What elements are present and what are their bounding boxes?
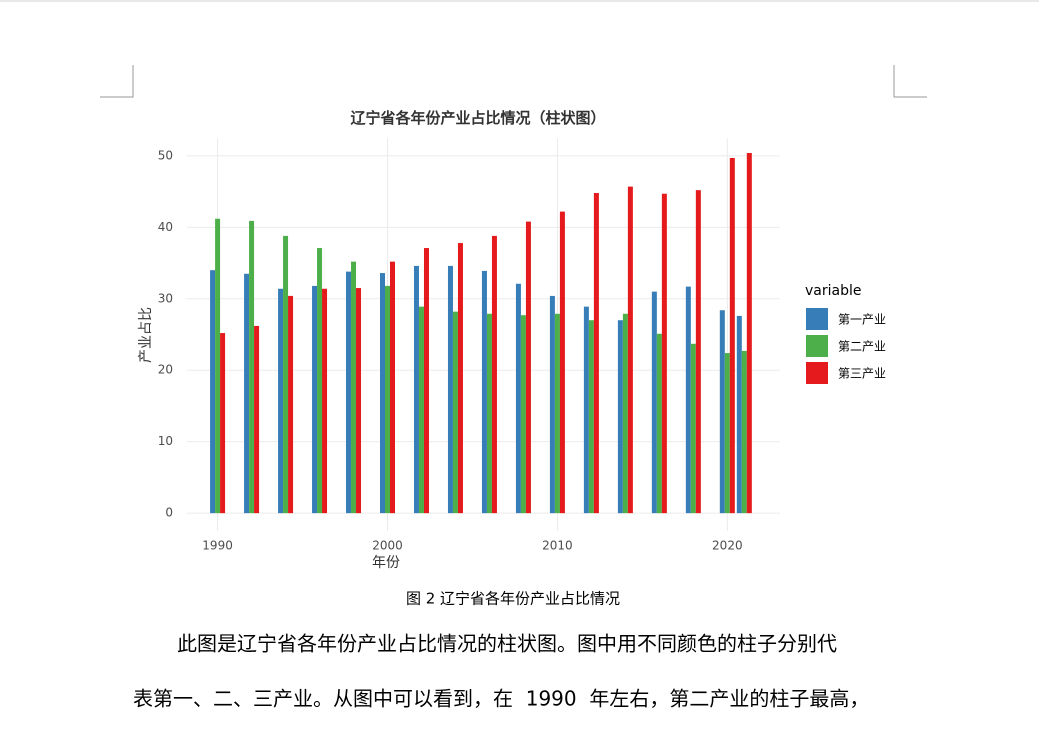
bar [379, 273, 385, 514]
bar [515, 283, 521, 514]
bar [719, 310, 725, 514]
bar [661, 193, 667, 514]
bar [481, 270, 487, 514]
bar [520, 315, 526, 514]
bar [622, 313, 628, 514]
bar [491, 235, 497, 514]
bar [583, 306, 589, 514]
bar [210, 270, 216, 514]
bar [312, 285, 318, 514]
figure-caption: 图 2 辽宁省各年份产业占比情况 [406, 590, 620, 608]
bar [617, 320, 623, 514]
bar [690, 343, 696, 514]
bar [695, 190, 701, 514]
margin-corner [893, 65, 927, 98]
legend-label: 第三产业 [838, 367, 886, 381]
bar [724, 353, 730, 514]
bar [741, 350, 747, 514]
bar [656, 333, 662, 514]
bar [322, 288, 328, 514]
bar [685, 286, 691, 514]
bar [317, 248, 323, 514]
bar [413, 265, 419, 514]
bar [346, 271, 352, 514]
legend-label: 第一产业 [838, 313, 886, 327]
bar [447, 265, 453, 514]
paragraph-line: 此图是辽宁省各年份产业占比情况的柱状图。图中用不同颜色的柱子分别代 [177, 632, 837, 656]
bar [418, 306, 424, 514]
y-tick-label: 10 [158, 434, 173, 448]
bar [486, 313, 492, 514]
x-tick-label: 1990 [202, 539, 233, 553]
x-tick-label: 2000 [372, 539, 403, 553]
bar [356, 288, 362, 514]
legend-label: 第二产业 [838, 340, 886, 354]
bar [278, 288, 284, 514]
y-tick-label: 30 [158, 291, 173, 305]
y-tick-label: 0 [165, 506, 173, 520]
bar [254, 325, 260, 514]
bar [651, 291, 657, 514]
bar [220, 333, 226, 514]
y-tick-label: 50 [158, 148, 173, 162]
y-tick-label: 40 [158, 220, 173, 234]
legend-swatch [806, 362, 828, 384]
x-axis-label: 年份 [372, 555, 400, 571]
bar [215, 218, 221, 514]
bar [593, 193, 599, 514]
y-tick-label: 20 [158, 363, 173, 377]
bar [384, 285, 390, 514]
bar [288, 295, 294, 514]
bar [627, 186, 633, 514]
bar [588, 320, 594, 514]
bar [457, 243, 463, 514]
bar [423, 248, 429, 514]
legend-swatch [806, 308, 828, 330]
bar [549, 295, 555, 514]
margin-corner [100, 65, 134, 98]
x-tick-label: 2010 [542, 539, 573, 553]
legend-swatch [806, 335, 828, 357]
y-axis-label: 产业占比 [138, 307, 154, 363]
bar [249, 220, 255, 514]
bar [525, 221, 531, 514]
bar [559, 211, 565, 514]
bar [244, 273, 250, 514]
bar [452, 311, 458, 514]
bar [283, 235, 289, 514]
x-tick-label: 2020 [712, 539, 743, 553]
paragraph-line: 表第一、二、三产业。从图中可以看到，在 1990 年左右，第二产业的柱子最高， [133, 687, 869, 711]
bar [729, 158, 735, 514]
bar [351, 261, 357, 514]
bar [736, 315, 742, 514]
legend-title: variable [805, 283, 861, 299]
bar [554, 313, 560, 514]
chart-title: 辽宁省各年份产业占比情况（柱状图） [350, 109, 605, 127]
bar [746, 153, 752, 514]
bar [389, 261, 395, 514]
